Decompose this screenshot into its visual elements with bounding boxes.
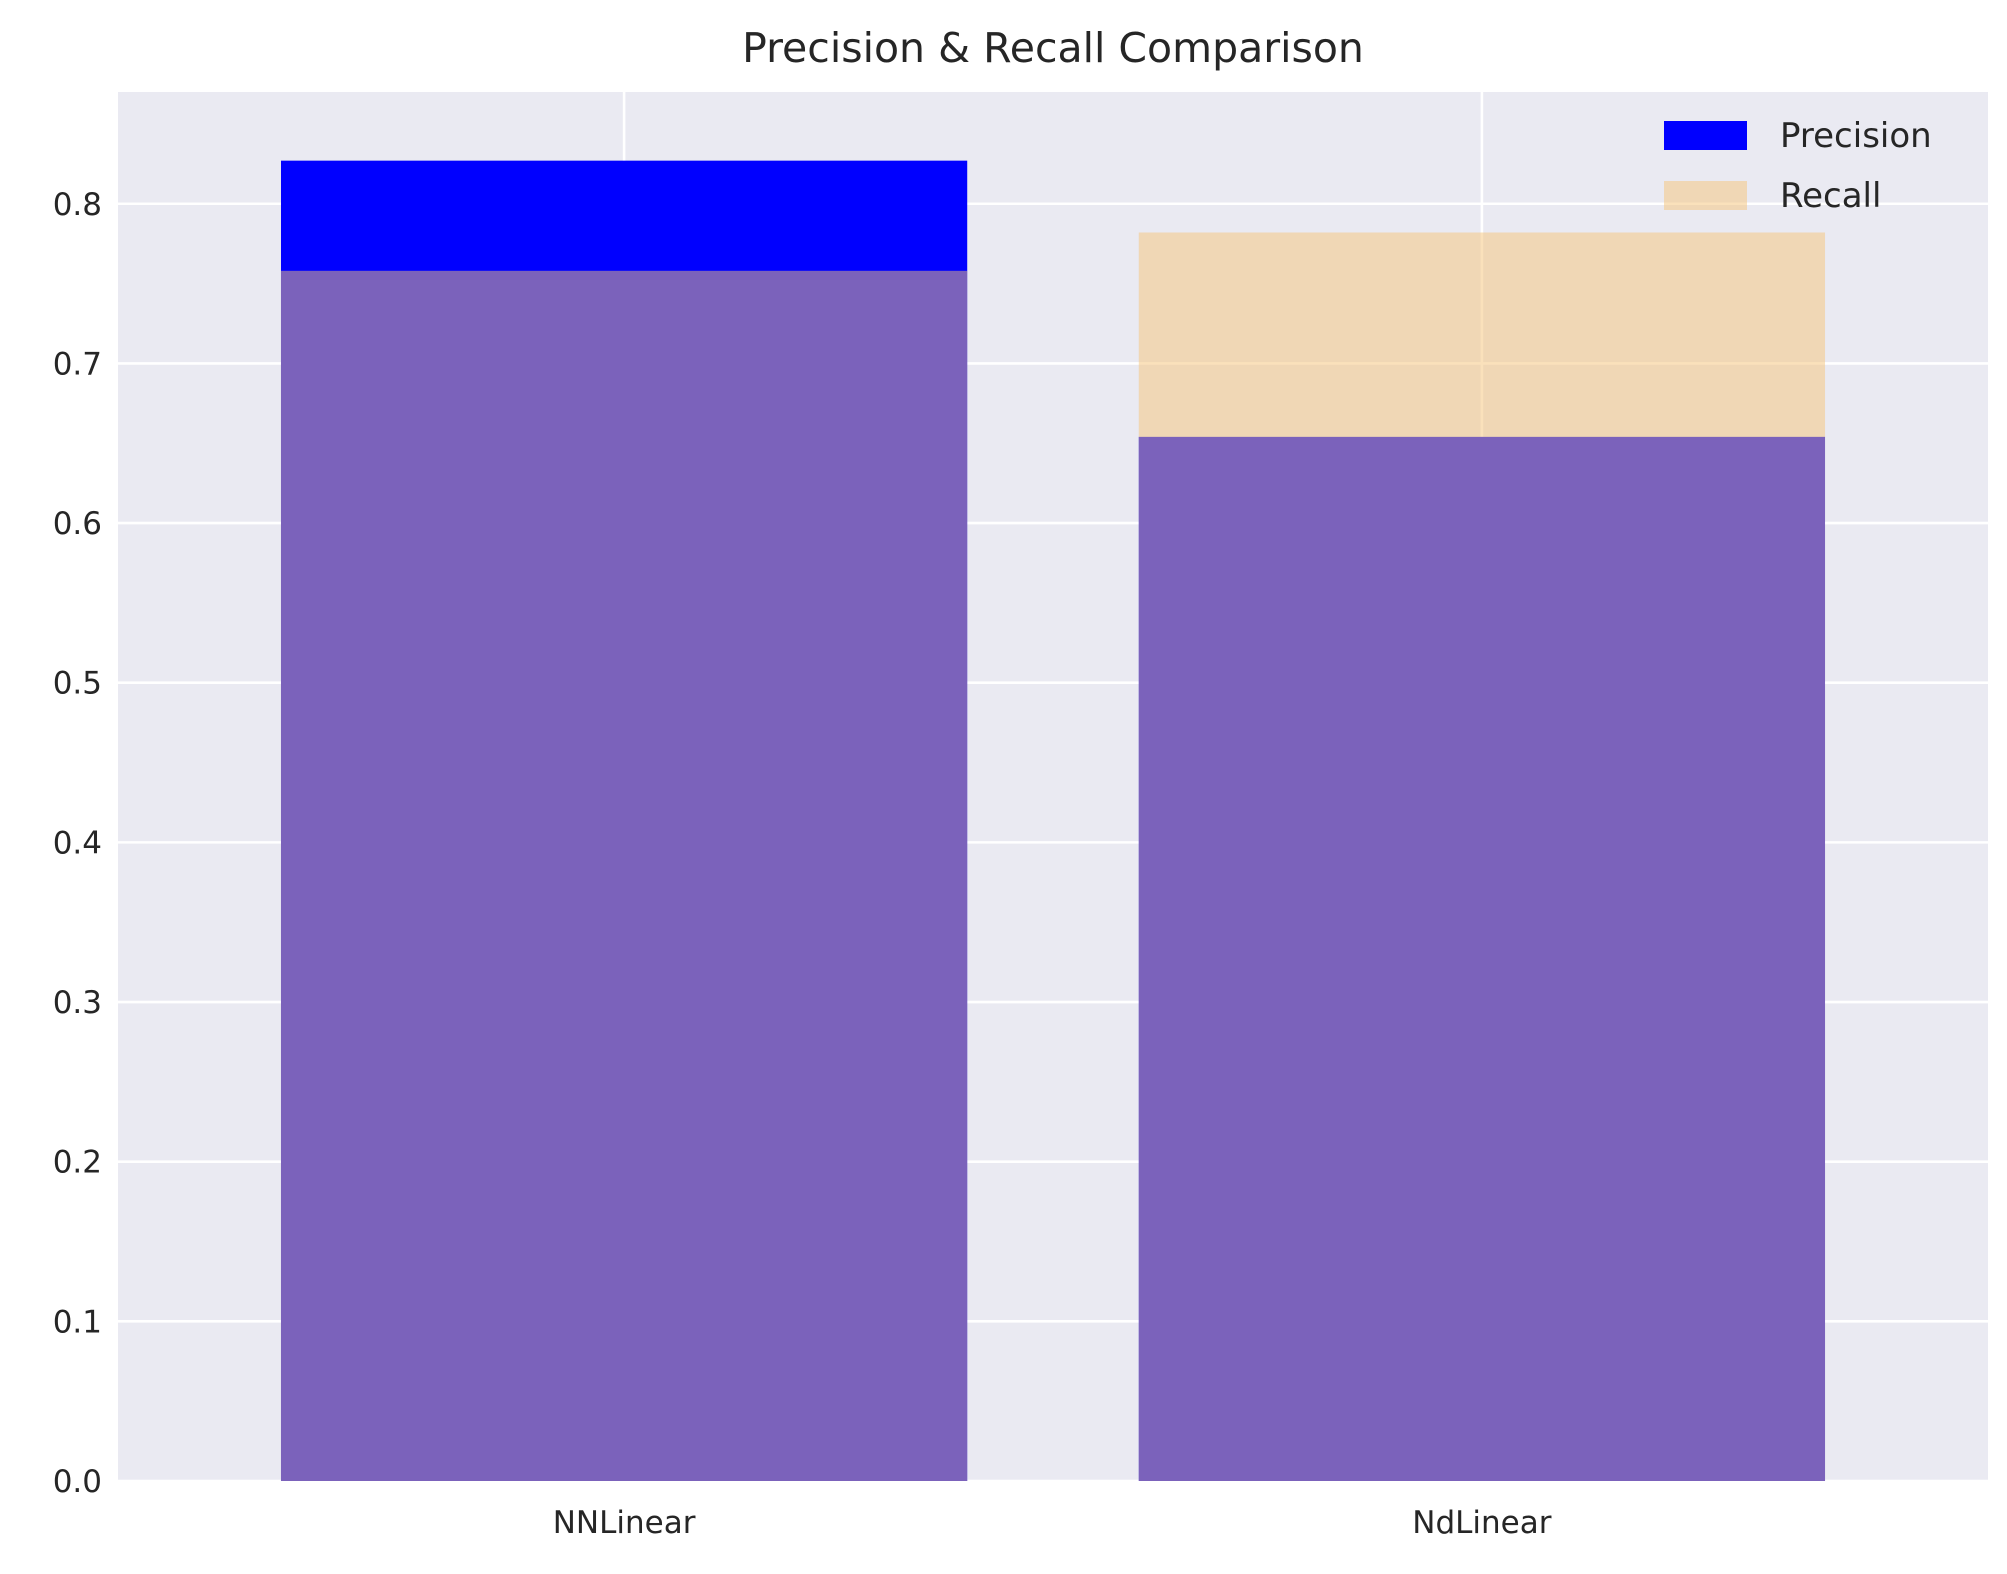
y-tick-label: 0.7 <box>53 346 102 382</box>
bar-recall-nnlinear <box>280 270 968 1482</box>
x-tick-labels: NNLinear NdLinear <box>553 1505 1552 1541</box>
y-tick-label: 0.3 <box>53 985 102 1021</box>
x-tick-label: NNLinear <box>553 1505 696 1541</box>
y-tick-label: 0.2 <box>53 1145 102 1181</box>
bars-group <box>280 160 1826 1482</box>
chart-title: Precision & Recall Comparison <box>742 24 1364 72</box>
y-tick-label: 0.6 <box>53 506 102 542</box>
y-tick-label: 0.0 <box>53 1464 102 1500</box>
y-tick-label: 0.1 <box>53 1304 102 1340</box>
legend-swatch-precision <box>1664 121 1747 150</box>
legend-label-recall: Recall <box>1780 176 1881 216</box>
y-tick-label: 0.8 <box>53 187 102 223</box>
legend-swatch-recall <box>1664 181 1747 210</box>
y-tick-label: 0.4 <box>53 825 102 861</box>
legend-label-precision: Precision <box>1780 116 1932 156</box>
legend: Precision Recall <box>1664 116 1932 216</box>
y-tick-label: 0.5 <box>53 666 102 702</box>
x-tick-label: NdLinear <box>1412 1505 1551 1541</box>
bar-recall-ndlinear <box>1138 232 1826 1481</box>
y-tick-labels: 0.0 0.1 0.2 0.3 0.4 0.5 0.6 0.7 0.8 <box>53 187 102 1500</box>
